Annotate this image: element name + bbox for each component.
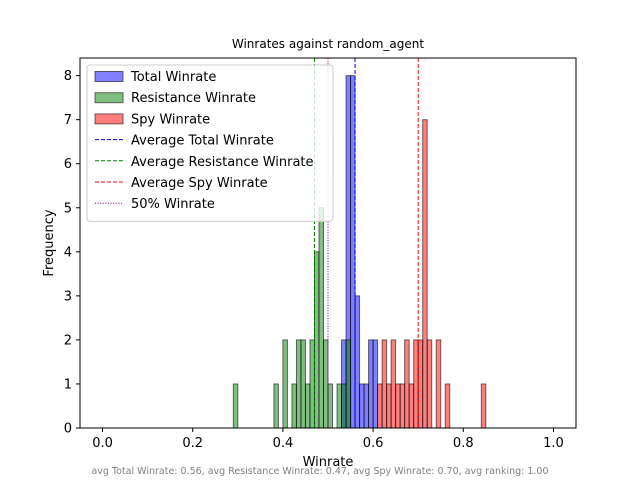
spy-winrate-bar (395, 383, 401, 429)
x-tick-label: 0.0 (92, 436, 113, 451)
y-tick-label: 8 (64, 69, 72, 84)
y-tick-label: 5 (64, 201, 72, 216)
resistance-winrate-bar (304, 383, 311, 429)
spy-winrate-bar (417, 339, 424, 429)
average-spy-winrate-legend-label: Average Spy Winrate (131, 176, 268, 191)
footer-summary: avg Total Winrate: 0.56, avg Resistance … (91, 466, 548, 477)
resistance-winrate-bar (309, 339, 315, 429)
y-tick-label: 7 (64, 113, 72, 128)
resistance-winrate-bar (273, 383, 279, 429)
y-tick-label: 6 (64, 157, 72, 172)
resistance-winrate-bar (291, 383, 297, 429)
resistance-winrate-bar (345, 339, 352, 429)
total-winrate-bar (359, 383, 365, 429)
resistance-winrate-bar (300, 339, 306, 429)
resistance-winrate-bar (282, 339, 288, 429)
spy-winrate-legend-swatch (94, 113, 124, 125)
y-tick-label: 0 (64, 422, 72, 437)
spy-winrate-bar (422, 119, 428, 429)
y-tick-label: 3 (64, 289, 72, 304)
spy-winrate-bar (413, 339, 419, 429)
y-axis-ticks: 0 1 2 3 4 5 6 7 8 (64, 69, 80, 437)
x-tick-label: 0.8 (453, 436, 474, 451)
50-winrate-legend-label: 50% Winrate (131, 197, 215, 212)
x-tick-label: 0.4 (273, 436, 294, 451)
total-winrate-bar (368, 339, 374, 429)
spy-winrate-bar (435, 339, 442, 429)
spy-winrate-bar (390, 339, 397, 429)
total-winrate-legend-label: Total Winrate (130, 70, 216, 85)
total-winrate-bar (372, 339, 379, 429)
resistance-winrate-bar (336, 383, 343, 429)
plot-area-frame (79, 57, 577, 429)
resistance-winrate-bar (322, 339, 329, 429)
spy-winrate-bar (381, 339, 388, 429)
resistance-winrate-bar (327, 383, 334, 429)
chart-title: Winrates against random_agent (232, 37, 425, 51)
spy-winrate-bar (399, 383, 406, 429)
spy-winrate-bar (444, 383, 451, 429)
resistance-winrate-bar (232, 383, 239, 429)
resistance-winrate-bar (341, 383, 347, 429)
spy-winrate-bar (426, 339, 433, 429)
spy-winrate-bar (480, 383, 487, 429)
spy-winrate-bar (408, 383, 415, 429)
total-winrate-bar (363, 383, 370, 429)
resistance-winrate-bar (318, 207, 324, 429)
y-tick-label: 2 (64, 333, 72, 348)
x-tick-label: 1.0 (543, 436, 564, 451)
x-axis-title: Winrate (303, 455, 354, 470)
spy-winrate-bar (404, 339, 410, 429)
x-tick-label: 0.6 (363, 436, 384, 451)
histogram-bars (232, 75, 487, 429)
x-tick-label: 0.2 (182, 436, 203, 451)
y-tick-label: 4 (64, 245, 72, 260)
total-winrate-legend-swatch (94, 71, 124, 82)
total-winrate-bar (350, 75, 356, 429)
total-winrate-bar (354, 295, 361, 429)
spy-winrate-bar (386, 383, 392, 429)
y-axis-title: Frequency (42, 209, 57, 276)
x-axis-ticks: 0.0 0.2 0.4 0.6 0.8 1.0 (92, 428, 564, 451)
legend: Total Winrate Resistance Winrate Spy Winra… (86, 64, 334, 222)
y-tick-label: 1 (64, 377, 72, 392)
spy-winrate-legend-label: Spy Winrate (131, 112, 210, 127)
resistance-winrate-bar (313, 251, 320, 429)
average-resistance-winrate-legend-label: Average Resistance Winrate (131, 155, 314, 170)
legend-box (86, 64, 334, 222)
spy-winrate-bar (377, 383, 383, 429)
resistance-winrate-bar (295, 339, 302, 429)
resistance-winrate-legend-swatch (94, 92, 124, 104)
resistance-winrate-legend-label: Resistance Winrate (131, 91, 256, 106)
average-total-winrate-legend-label: Average Total Winrate (131, 134, 274, 149)
